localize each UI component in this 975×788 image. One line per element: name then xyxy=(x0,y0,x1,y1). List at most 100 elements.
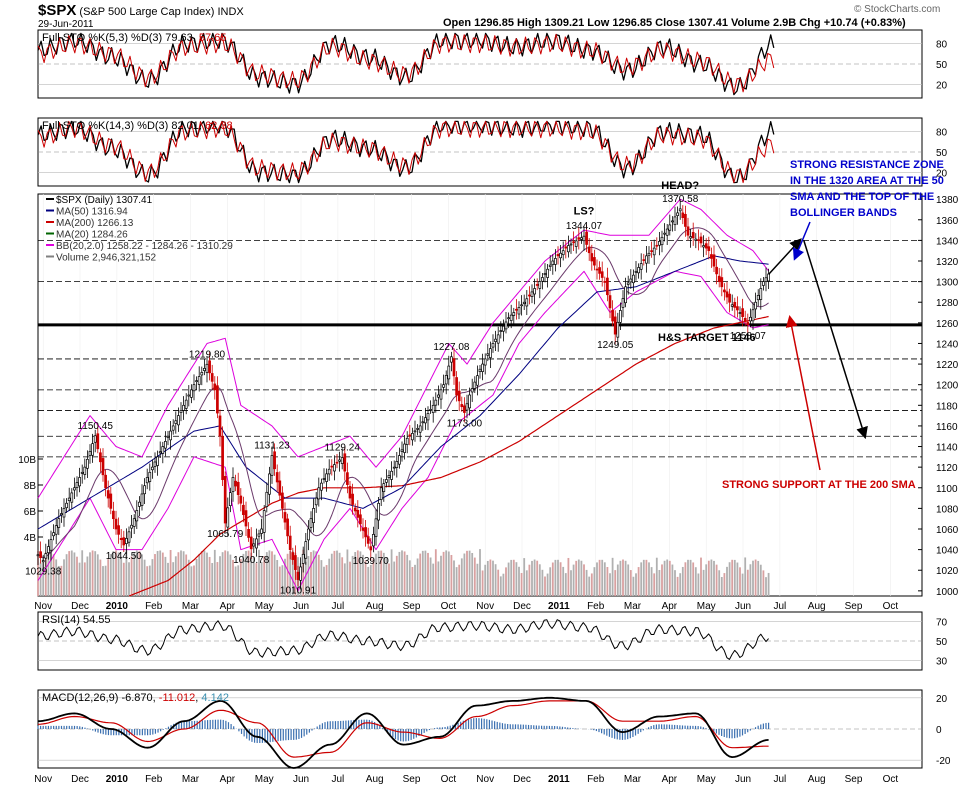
price-candle-body xyxy=(338,459,341,462)
price-frame xyxy=(37,193,923,597)
macd-hist-value: 4.142 xyxy=(201,692,229,704)
volume-bar xyxy=(341,557,344,596)
price-candle-body xyxy=(632,274,635,284)
volume-bar xyxy=(362,554,364,596)
volume-bar xyxy=(229,554,232,596)
price-candle-body xyxy=(491,343,495,348)
volume-bar xyxy=(583,564,585,596)
price-candle-body xyxy=(403,443,406,453)
volume-bar xyxy=(346,549,349,596)
price-candle-body xyxy=(580,237,583,240)
price-candle-body xyxy=(574,240,578,247)
volume-bar xyxy=(315,551,318,596)
macd-tick-label: -20 xyxy=(936,756,951,767)
price-candle-body xyxy=(447,365,451,380)
price-label: 1370.58 xyxy=(662,194,699,205)
x-axis-label: Aug xyxy=(366,601,384,612)
volume-bar xyxy=(226,551,229,596)
price-candle-body xyxy=(78,477,81,487)
price-label: 1219.80 xyxy=(189,349,226,360)
price-candle-body xyxy=(374,518,378,537)
price-candle-body xyxy=(624,286,627,304)
price-candle-body xyxy=(629,278,633,283)
volume-bar xyxy=(720,577,723,596)
price-candle-body xyxy=(216,385,219,414)
price-candle-body xyxy=(130,524,133,529)
price-candle-body xyxy=(281,492,284,509)
volume-bar xyxy=(629,570,632,596)
volume-bar xyxy=(736,562,739,596)
volume-bar xyxy=(185,554,188,596)
volume-bar xyxy=(757,560,760,596)
volume-bar xyxy=(86,556,89,596)
volume-bar xyxy=(640,562,643,596)
volume-bar xyxy=(713,560,715,596)
price-candle-body xyxy=(717,275,721,282)
price-candle-body xyxy=(99,452,102,463)
price-candle-body xyxy=(75,482,79,488)
volume-bar xyxy=(289,550,292,596)
price-candle-body xyxy=(91,443,94,456)
support-arrow xyxy=(785,315,821,471)
price-tick-label: 1000 xyxy=(936,587,959,598)
x-axis-label: Oct xyxy=(441,601,457,612)
price-candle-body xyxy=(257,533,261,537)
volume-bar xyxy=(715,564,718,596)
volume-bar xyxy=(42,556,45,596)
price-candle-body xyxy=(184,399,188,409)
volume-bar xyxy=(208,556,211,596)
volume-bar xyxy=(702,569,705,596)
x-axis-label: Apr xyxy=(662,774,678,785)
price-tick-label: 1040 xyxy=(936,546,959,557)
volume-bar xyxy=(406,554,409,596)
price-candle-body xyxy=(385,479,388,483)
price-candle-body xyxy=(70,492,74,503)
price-candle-body xyxy=(621,298,625,308)
price-candle-body xyxy=(36,554,40,557)
resistance-arrow xyxy=(792,221,811,261)
price-candle-body xyxy=(434,399,438,406)
volume-bar xyxy=(632,576,635,596)
volume-bar xyxy=(655,557,658,596)
annotation-resistance: STRONG RESISTANCE ZONE IN THE 1320 AREA A… xyxy=(790,159,944,219)
volume-bar xyxy=(52,554,55,596)
price-tick-label: 1200 xyxy=(936,381,959,392)
price-candle-body xyxy=(197,376,201,385)
volume-bar xyxy=(661,564,663,596)
volume-bar xyxy=(601,559,604,596)
price-label: 1040.78 xyxy=(233,555,270,566)
volume-bar xyxy=(752,560,754,596)
volume-bar xyxy=(577,559,580,596)
volume-bar xyxy=(268,550,271,596)
price-candle-body xyxy=(759,288,763,300)
volume-bar xyxy=(476,563,479,596)
price-candle-body xyxy=(104,474,107,489)
price-candle-body xyxy=(125,538,128,544)
volume-bar xyxy=(393,561,396,596)
volume-bar xyxy=(343,563,346,596)
quote-line: Open 1296.85 High 1309.21 Low 1296.85 Cl… xyxy=(443,17,906,29)
price-label: 1065.79 xyxy=(207,529,244,540)
rsi-label: RSI(14) 54.55 xyxy=(42,614,110,626)
price-candle-body xyxy=(171,425,175,431)
price-candle-body xyxy=(429,409,432,411)
price-candle-body xyxy=(205,363,209,373)
volume-bar xyxy=(455,567,458,596)
volume-bar xyxy=(99,559,102,596)
price-candle-body xyxy=(320,482,323,491)
volume-bar xyxy=(544,576,546,596)
price-candle-body xyxy=(88,451,92,456)
volume-bar xyxy=(575,560,578,596)
price-candle-body xyxy=(234,480,237,487)
price-candle-body xyxy=(270,455,274,476)
price-candle-body xyxy=(148,471,152,482)
x-axis-label: Dec xyxy=(513,601,531,612)
x-axis-label: May xyxy=(255,601,274,612)
volume-bar xyxy=(44,552,47,596)
volume-bar xyxy=(554,559,557,596)
price-candle-body xyxy=(658,241,661,246)
price-candle-body xyxy=(465,403,469,411)
volume-bar xyxy=(78,562,81,596)
volume-bar xyxy=(252,557,255,596)
volume-bar xyxy=(369,564,372,596)
